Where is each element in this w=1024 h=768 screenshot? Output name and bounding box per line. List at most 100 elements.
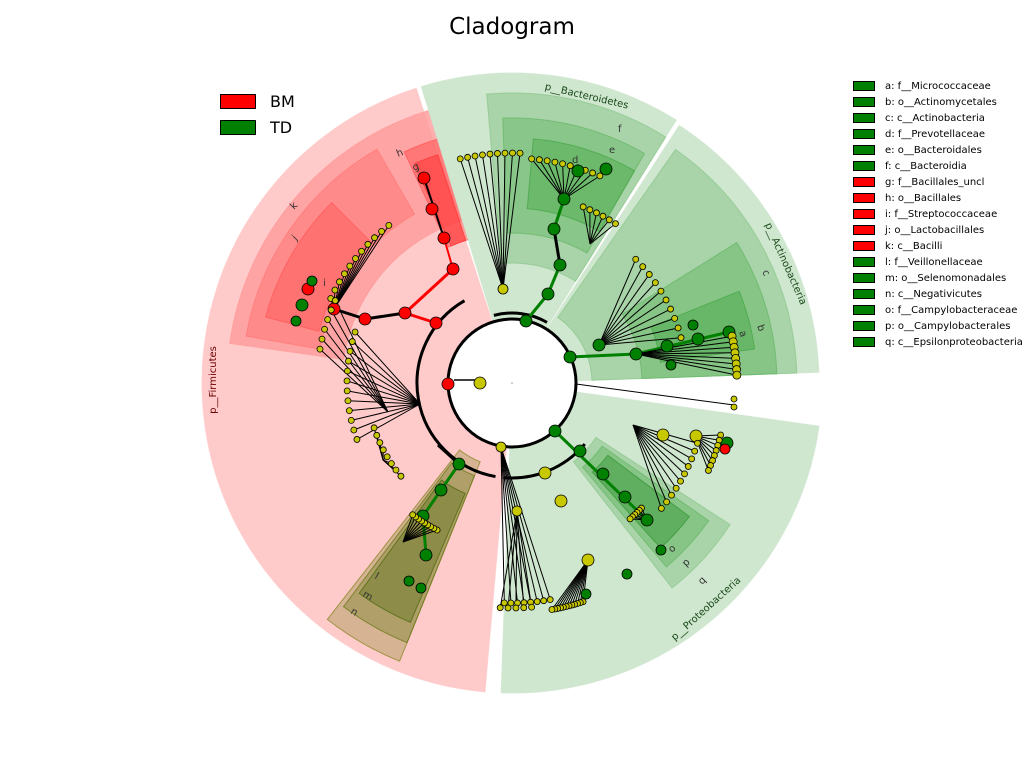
bacteroidia-node <box>541 287 555 301</box>
bact-left-fan-edge <box>502 153 506 290</box>
prevotellaceae-node <box>557 192 571 206</box>
proteo-left-fan-leaf <box>520 604 528 612</box>
firmicutes-link-node <box>473 376 487 390</box>
proteo-center-fan-edge <box>500 446 551 600</box>
nodes <box>290 149 742 613</box>
prevo-fan-leaf <box>589 169 597 177</box>
proteo-left-fan-edge <box>516 510 533 608</box>
actino-edge-1 <box>569 352 637 359</box>
firm-upper-fan-leaf <box>348 338 356 345</box>
bact-right-fan-leaf <box>593 209 600 217</box>
firm-top-fan-leaf <box>318 335 326 343</box>
bact-left-fan-edge <box>481 154 504 290</box>
firm-upper-fan-edge <box>347 370 421 405</box>
clade-letter-m: m <box>361 589 375 603</box>
proteo-center-fan-edge <box>500 446 525 603</box>
clade-legend-item: i: f__Streptococcaceae <box>853 206 1024 222</box>
strep-fan-leaf <box>364 240 372 248</box>
g-node-1 <box>425 202 439 216</box>
firm-upper-fan-leaf <box>350 426 358 434</box>
actino-upper-fan-edge <box>598 259 637 346</box>
clade-legend-item: b: o__Actinomycetales <box>853 94 1024 110</box>
clade-legend-label: f: c__Bacteroidia <box>885 160 967 172</box>
clade-legend-item: q: c__Epsilonproteobacteria <box>853 334 1024 350</box>
firm-upper-fan-leaf <box>353 436 361 443</box>
sector-n-negativicutes <box>326 449 481 662</box>
proteo-mid-fan-leaf <box>672 484 680 492</box>
firm-upper-fan-leaf <box>344 397 352 405</box>
prevo-fan-edge <box>563 175 601 200</box>
prevo-green-1 <box>571 164 585 178</box>
lactobacillales-node <box>398 306 412 320</box>
bact-left-fan-edge <box>467 157 504 290</box>
actino-upper-fan-edge <box>598 337 682 346</box>
firm-upper-fan-edge <box>351 341 421 405</box>
actino-long-leaf-2 <box>730 403 738 411</box>
prevo-fan-edge <box>531 158 565 200</box>
proteo-center-fan-edge <box>500 446 505 603</box>
proteo-left-fan-leaf <box>496 604 504 612</box>
clade-swatch <box>853 161 875 171</box>
clade-letter-j: j <box>290 233 300 243</box>
clade-swatch <box>853 129 875 139</box>
actino-lower-fan-edge <box>635 341 734 355</box>
strep-fan-leaf <box>336 278 343 286</box>
clade-swatch <box>853 321 875 331</box>
clade-swatch <box>853 273 875 283</box>
actino-sub-1 <box>660 339 674 353</box>
bacteroidetes-node <box>519 314 533 328</box>
clade-legend-item: h: o__Bacillales <box>853 190 1024 206</box>
firm-upper-fan-edge <box>351 403 421 421</box>
proteo-center-fan-leaf <box>540 597 548 605</box>
prevo-fan-edge <box>538 159 565 200</box>
proteo-mid-fan-leaf <box>677 477 684 485</box>
clade-legend-item: a: f__Micrococcaceae <box>853 78 1024 94</box>
actino-lower-fan-edge <box>635 353 737 376</box>
veil-sub-3 <box>415 582 427 594</box>
clade-legend-item: g: f__Bacillales_uncl <box>853 174 1024 190</box>
firm-top-fan-leaf <box>316 345 324 353</box>
clade-swatch <box>853 225 875 235</box>
bact-left-fan-leaf <box>486 150 494 158</box>
clade-legend-label: l: f__Veillonellaceae <box>885 256 983 268</box>
streptococcaceae-parent <box>358 312 372 326</box>
sector-i-streptococcaceae <box>265 201 372 332</box>
firm-mid-fan-leaf <box>387 460 395 467</box>
proteo-mid-fan-leaf <box>684 463 692 470</box>
background-sectors <box>201 72 820 694</box>
proteo-mid-fan-edge <box>632 424 662 509</box>
prevo-fan-leaf <box>596 172 604 180</box>
veil-fan-edge <box>402 527 435 543</box>
actino-lower-fan-edge <box>635 352 735 355</box>
strep-fan-edge <box>333 225 390 310</box>
clade-legend-label: j: o__Lactobacillales <box>885 224 985 236</box>
actino-upper-fan-edge <box>598 327 679 346</box>
actino-edge-2 <box>635 330 730 356</box>
bacillales-uncl-node <box>437 231 451 245</box>
actino-long-leaf-1 <box>730 395 738 403</box>
bact-left-fan-leaf <box>464 153 472 161</box>
clade-letter-c: c <box>759 268 771 278</box>
bact-left-hub <box>497 283 509 295</box>
actino-lower-fan-edge <box>635 353 737 371</box>
bact-right-fan-edge <box>589 212 597 245</box>
strep-green-1 <box>295 298 309 312</box>
clade-legend-label: m: o__Selenomonadales <box>885 272 1007 284</box>
bact-right-fan-leaf <box>612 220 619 228</box>
strep-green-2 <box>290 315 302 327</box>
veil-fan-edge <box>402 514 414 543</box>
group-legend: BM TD <box>220 88 295 140</box>
td-swatch <box>220 119 256 135</box>
firm-mid-fan-leaf <box>397 472 405 480</box>
actino-upper-fan-edge <box>598 282 656 346</box>
proteo-bottom-hub <box>581 553 595 567</box>
proteo-mid-fan-leaf <box>688 455 696 463</box>
clade-swatch <box>853 193 875 203</box>
bacillales-node <box>446 262 460 276</box>
epsilonproteobacteria-node <box>573 444 587 458</box>
veil-fan-edge <box>402 516 417 543</box>
chart-title: Cladogram <box>449 14 575 40</box>
strep-fan-leaf <box>341 270 348 278</box>
firm-mid-fan-leaf <box>376 439 384 447</box>
bact-left-fan-leaf <box>456 155 464 163</box>
